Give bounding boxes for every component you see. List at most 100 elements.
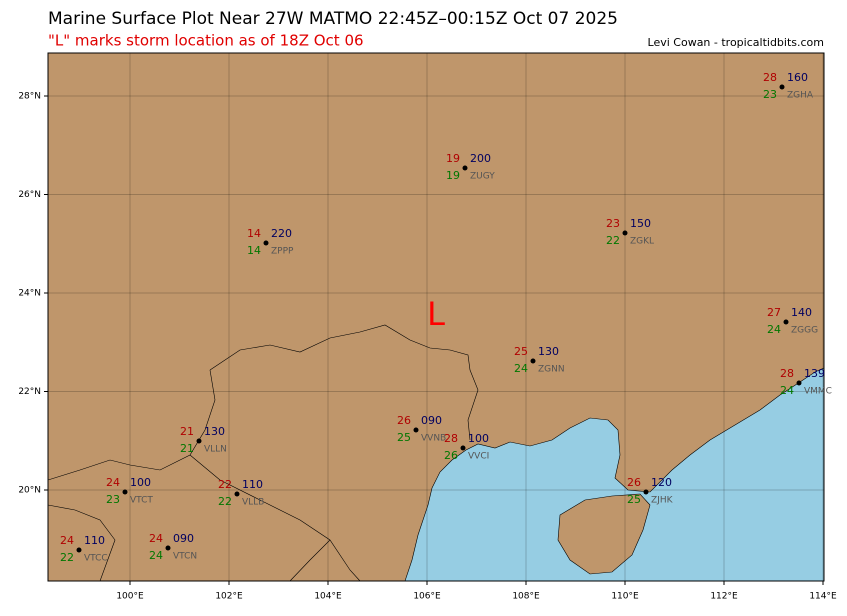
credit: Levi Cowan - tropicaltidbits.com (648, 36, 824, 49)
station-plot: 26 090 25 VVNB (397, 414, 446, 444)
lat-label: 24°N (18, 289, 41, 299)
dewpoint: 25 (627, 493, 641, 506)
station-dot (165, 545, 171, 551)
station-id: VTCC (84, 554, 108, 564)
station-dot (196, 438, 202, 444)
station-plot: 28 139 24 VMMC (780, 367, 832, 397)
station-dot (796, 380, 802, 386)
pressure: 140 (791, 306, 812, 319)
map-frame (47, 52, 825, 582)
dewpoint: 24 (780, 384, 794, 397)
station-id: ZJHK (651, 496, 674, 506)
dewpoint: 21 (180, 442, 194, 455)
map: L (47, 52, 825, 582)
temperature: 26 (397, 414, 411, 427)
temperature: 28 (444, 432, 458, 445)
station-id: ZGGG (791, 326, 818, 336)
dewpoint: 22 (218, 495, 232, 508)
lon-label: 110°E (611, 592, 639, 602)
dewpoint: 23 (763, 88, 777, 101)
lat-label: 22°N (18, 387, 41, 397)
lat-label: 20°N (18, 486, 41, 496)
lon-label: 100°E (116, 592, 144, 602)
temperature: 14 (247, 227, 261, 240)
border (209, 324, 479, 441)
pressure: 130 (204, 425, 225, 438)
station-id: VLLB (242, 498, 264, 508)
pressure: 139 (804, 367, 825, 380)
station-plot: 21 130 21 VLLN (180, 425, 227, 455)
dewpoint: 24 (149, 549, 163, 562)
temperature: 19 (446, 152, 460, 165)
dewpoint: 19 (446, 169, 460, 182)
temperature: 27 (767, 306, 781, 319)
station-dot (783, 319, 789, 325)
temperature: 22 (218, 478, 232, 491)
temperature: 24 (106, 476, 120, 489)
station-id: VLLN (204, 445, 227, 455)
dewpoint: 24 (514, 362, 528, 375)
temperature: 28 (763, 71, 777, 84)
pressure: 090 (421, 414, 442, 427)
storm-marker: L (427, 295, 445, 333)
station-dot (413, 427, 419, 433)
dewpoint: 24 (767, 323, 781, 336)
pressure: 100 (130, 476, 151, 489)
lon-label: 104°E (314, 592, 342, 602)
station-plot: 14 220 14 ZPPP (247, 227, 294, 257)
temperature: 21 (180, 425, 194, 438)
station-id: ZGNN (538, 365, 565, 375)
title: Marine Surface Plot Near 27W MATMO 22:45… (48, 9, 618, 29)
lon-label: 102°E (215, 592, 243, 602)
hainan-island (557, 493, 651, 575)
pressure: 110 (84, 534, 105, 547)
station-dot (462, 165, 468, 171)
station-dot (530, 358, 536, 364)
lat-label: 26°N (18, 190, 41, 200)
temperature: 23 (606, 217, 620, 230)
pressure: 200 (470, 152, 491, 165)
pressure: 100 (468, 432, 489, 445)
station-dot (643, 489, 649, 495)
station-id: ZGKL (630, 237, 654, 247)
subtitle: "L" marks storm location as of 18Z Oct 0… (48, 32, 364, 50)
lon-label: 108°E (512, 592, 540, 602)
station-plot: 19 200 19 ZUGY (446, 152, 495, 182)
ocean (404, 367, 825, 582)
lon-label: 112°E (710, 592, 738, 602)
station-id: VTCT (130, 496, 153, 506)
temperature: 24 (60, 534, 74, 547)
station-id: VTCN (173, 552, 197, 562)
station-dot (234, 491, 240, 497)
dewpoint: 22 (606, 234, 620, 247)
dewpoint: 14 (247, 244, 261, 257)
pressure: 090 (173, 532, 194, 545)
dewpoint: 22 (60, 551, 74, 564)
station-plot: 23 150 22 ZGKL (606, 217, 654, 247)
station-plot: 22 110 22 VLLB (218, 478, 264, 508)
pressure: 150 (630, 217, 651, 230)
temperature: 26 (627, 476, 641, 489)
pressure: 110 (242, 478, 263, 491)
pressure: 160 (787, 71, 808, 84)
dewpoint: 23 (106, 493, 120, 506)
dewpoint: 25 (397, 431, 411, 444)
lat-label: 28°N (18, 92, 41, 102)
station-id: ZUGY (470, 172, 495, 182)
pressure: 220 (271, 227, 292, 240)
station-plot: 27 140 24 ZGGG (767, 306, 818, 336)
station-dot (460, 445, 466, 451)
station-dot (263, 240, 269, 246)
station-plot: 24 110 22 VTCC (60, 534, 108, 564)
station-id: VMMC (804, 387, 832, 397)
temperature: 25 (514, 345, 528, 358)
station-dot (76, 547, 82, 553)
station-plot: 25 130 24 ZGNN (514, 345, 565, 375)
station-id: VVCI (468, 452, 489, 462)
station-plot: 28 100 26 VVCI (444, 432, 489, 462)
lon-label: 114°E (809, 592, 837, 602)
pressure: 130 (538, 345, 559, 358)
station-dot (122, 489, 128, 495)
temperature: 24 (149, 532, 163, 545)
